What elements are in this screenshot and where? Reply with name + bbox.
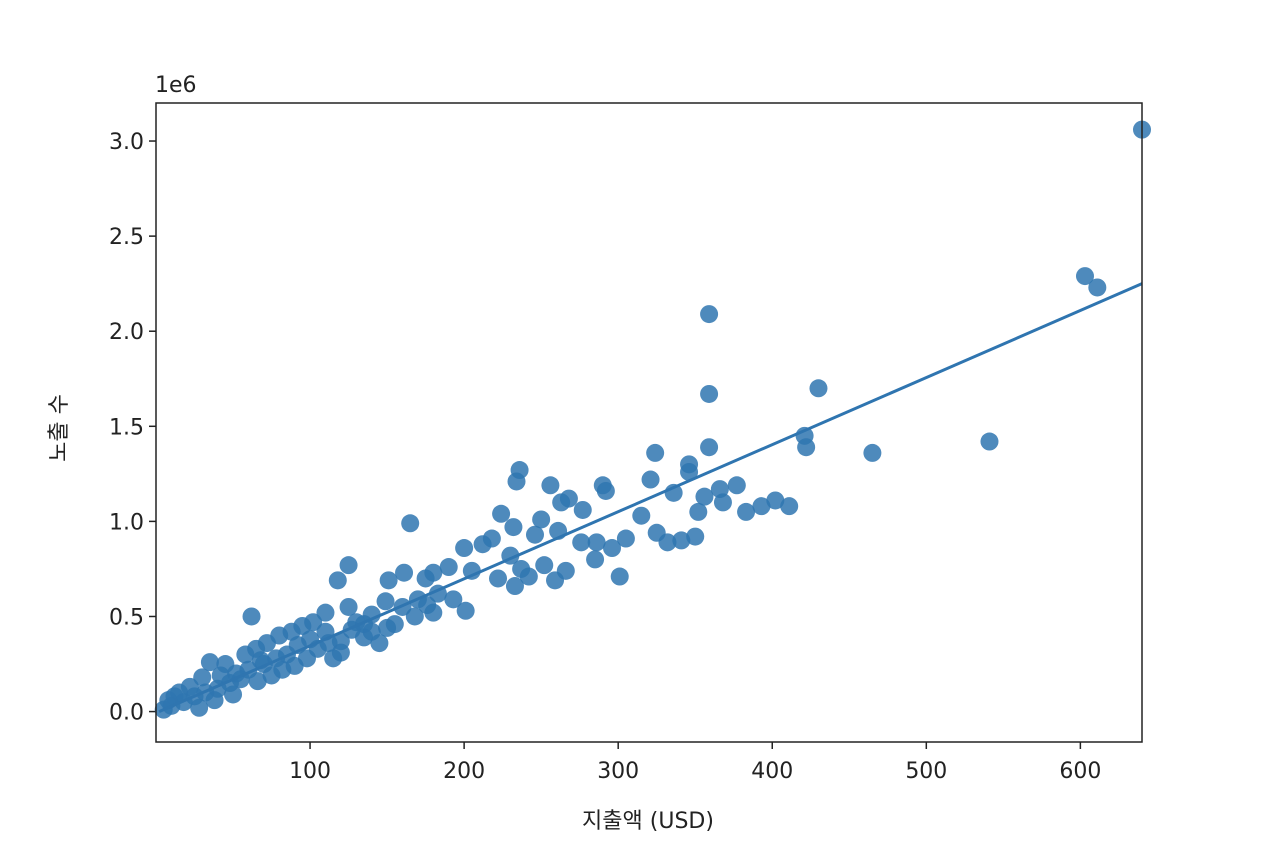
scatter-point <box>532 510 551 529</box>
scatter-point <box>980 432 999 451</box>
y-tick-label: 1.5 <box>109 415 144 440</box>
scatter-point <box>863 443 882 462</box>
scatter-point <box>686 527 705 546</box>
scatter-point <box>180 677 199 696</box>
scatter-point <box>695 487 714 506</box>
x-tick-label: 200 <box>443 759 485 784</box>
scatter-point <box>507 472 526 491</box>
scatter-point <box>416 569 435 588</box>
scatter-point <box>444 590 463 609</box>
scatter-point <box>596 481 615 500</box>
scatter-point <box>610 567 629 586</box>
scatter-point <box>190 698 209 717</box>
scatter-point <box>573 500 592 519</box>
scatter-point <box>482 529 501 548</box>
scatter-point <box>766 491 785 510</box>
x-axis-label: 지출액 (USD) <box>582 809 714 834</box>
scatter-point <box>462 561 481 580</box>
scatter-point <box>405 607 424 626</box>
y-tick-label: 1.0 <box>109 510 144 535</box>
y-tick-label: 0.0 <box>109 701 144 726</box>
scatter-point <box>700 384 719 403</box>
scatter-point <box>727 476 746 495</box>
scatter-point <box>227 664 246 683</box>
x-tick-label: 100 <box>289 759 331 784</box>
scatter-point <box>525 525 544 544</box>
scatter-point <box>658 533 677 552</box>
scatter-point <box>1088 278 1107 297</box>
regression-line <box>158 282 1143 713</box>
scatter-point <box>535 556 554 575</box>
scatter-point <box>273 660 292 679</box>
scatter-point <box>424 603 443 622</box>
scatter-point <box>339 556 358 575</box>
scatter-point <box>193 668 212 687</box>
y-tick-label: 2.0 <box>109 320 144 345</box>
scatter-point <box>456 601 475 620</box>
scatter-point <box>641 470 660 489</box>
scatter-point <box>376 592 395 611</box>
scatter-point <box>780 497 799 516</box>
scatter-point <box>646 443 665 462</box>
plot-frame <box>155 102 1143 743</box>
scatter-point <box>700 438 719 457</box>
scatter-point <box>439 558 458 577</box>
scatter-point <box>797 438 816 457</box>
scatter-point <box>632 506 651 525</box>
scatter-point <box>809 379 828 398</box>
scatter-point <box>552 493 571 512</box>
scatter-point <box>556 561 575 580</box>
scatter-point <box>205 691 224 710</box>
scatter-point <box>378 618 397 637</box>
scatter-point <box>236 645 255 664</box>
scatter-point <box>339 597 358 616</box>
scatter-point <box>362 622 381 641</box>
scatter-point <box>752 497 771 516</box>
scatter-point <box>700 305 719 324</box>
scatter-point <box>224 685 243 704</box>
x-tick-label: 300 <box>597 759 639 784</box>
scatter-point <box>489 569 508 588</box>
y-axis-label: 노출 수 <box>47 394 72 462</box>
scatter-point <box>1075 267 1094 286</box>
scatter-point <box>505 577 524 596</box>
scatter-point <box>586 550 605 569</box>
scatter-point <box>737 502 756 521</box>
scatter-point <box>331 643 350 662</box>
scatter-point <box>541 476 560 495</box>
scatter-point <box>379 571 398 590</box>
offset-text: 1e6 <box>155 73 197 98</box>
scatter-point <box>519 567 538 586</box>
y-tick-label: 3.0 <box>109 130 144 155</box>
scatter-point <box>455 539 474 558</box>
scatter-point <box>257 634 276 653</box>
scatter-point <box>680 462 699 481</box>
scatter-point <box>672 531 691 550</box>
scatter-point <box>401 514 420 533</box>
scatter-point <box>248 672 267 691</box>
y-tick-label: 0.5 <box>109 605 144 630</box>
scatter-point <box>492 504 511 523</box>
scatter-point <box>242 607 261 626</box>
scatter-point <box>587 533 606 552</box>
scatter-point <box>282 622 301 641</box>
y-tick-label: 2.5 <box>109 225 144 250</box>
scatter-point <box>616 529 635 548</box>
scatter-point <box>304 613 323 632</box>
scatter-point <box>504 518 523 537</box>
scatter-point <box>395 563 414 582</box>
scatter-point <box>713 493 732 512</box>
scatter-point <box>200 653 219 672</box>
x-tick-label: 600 <box>1059 759 1101 784</box>
scatter-point <box>297 649 316 668</box>
scatter-point <box>328 571 347 590</box>
x-tick-label: 500 <box>905 759 947 784</box>
scatter-point <box>316 603 335 622</box>
scatter-point <box>603 539 622 558</box>
scatter-point <box>572 533 591 552</box>
scatter-point <box>689 502 708 521</box>
x-tick-label: 400 <box>751 759 793 784</box>
scatter-point <box>211 666 230 685</box>
